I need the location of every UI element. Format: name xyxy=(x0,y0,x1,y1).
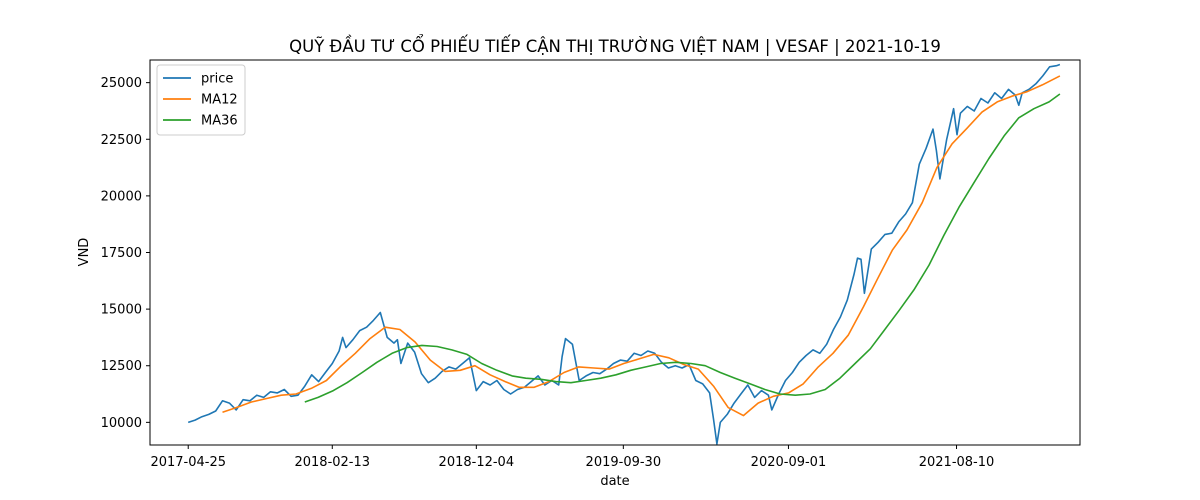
series-line-ma12 xyxy=(222,75,1061,417)
y-tick-label: 12500 xyxy=(101,359,142,374)
x-axis: 2017-04-25 2018-02-13 2018-12-04 2019-09-30… xyxy=(150,445,994,470)
x-tick-label: 2017-04-25 xyxy=(150,455,226,470)
y-tick-label: 25000 xyxy=(101,76,142,91)
series-line-price xyxy=(187,63,1061,445)
y-tick-label: 22500 xyxy=(101,133,142,148)
x-tick-label: 2021-08-10 xyxy=(919,455,995,470)
x-tick-label: 2020-09-01 xyxy=(751,455,827,470)
y-axis-label: VND xyxy=(77,238,92,267)
legend-label-ma12: MA12 xyxy=(201,93,238,108)
x-tick-label: 2018-12-04 xyxy=(439,455,515,470)
x-tick-label: 2018-02-13 xyxy=(294,455,370,470)
y-tick-label: 20000 xyxy=(101,189,142,204)
legend-label-price: price xyxy=(201,72,233,87)
legend-frame xyxy=(156,64,246,136)
series-line-ma36 xyxy=(304,93,1061,403)
x-axis-label: date xyxy=(600,474,629,489)
x-tick-label: 2019-09-30 xyxy=(586,455,662,470)
plot-area xyxy=(187,63,1061,445)
y-axis: 10000 12500 15000 17500 20000 22500 25000 xyxy=(101,76,150,431)
legend: price MA12 MA36 xyxy=(156,64,246,136)
legend-label-ma36: MA36 xyxy=(201,114,238,129)
y-tick-label: 17500 xyxy=(101,246,142,261)
y-tick-label: 15000 xyxy=(101,303,142,318)
y-tick-label: 10000 xyxy=(101,416,142,431)
chart-title: QUỸ ĐẦU TƯ CỔ PHIẾU TIẾP CẬN THỊ TRƯỜNG … xyxy=(289,35,941,56)
